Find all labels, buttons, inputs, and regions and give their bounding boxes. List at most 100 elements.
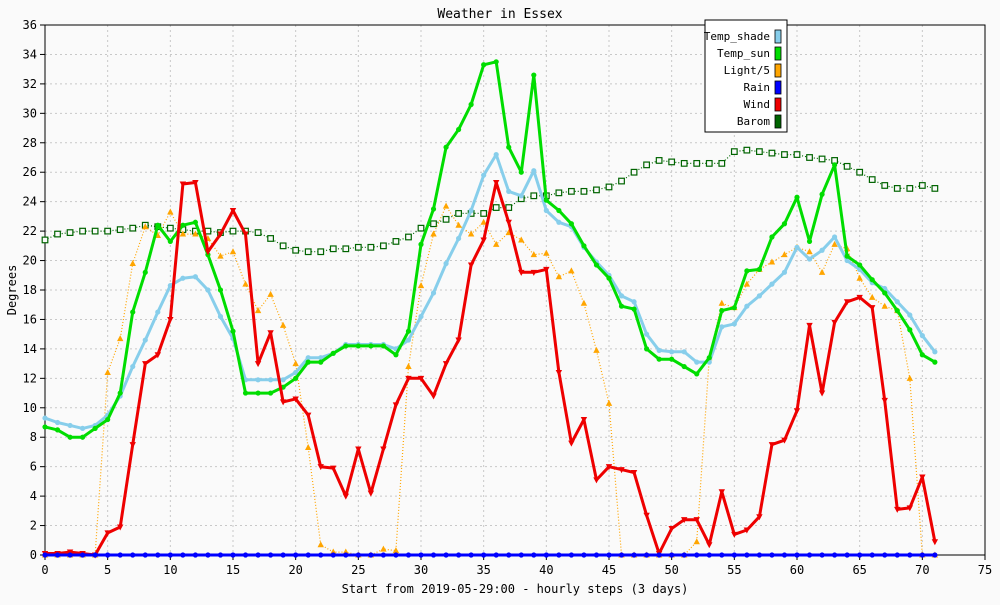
data-point-wind (367, 490, 375, 497)
data-point-barom (755, 148, 763, 156)
data-point-temp-sun (468, 101, 474, 108)
data-point-barom (116, 226, 124, 234)
data-point-rain (706, 552, 712, 558)
data-point-rain (54, 552, 61, 558)
data-point-temp-sun (568, 221, 575, 227)
data-point-temp-sun (744, 268, 750, 274)
data-point-temp-sun (844, 253, 850, 259)
data-point-barom (455, 210, 462, 217)
data-point-temp-shade (506, 188, 512, 194)
data-point-rain (656, 552, 662, 558)
data-point-light-5 (605, 399, 613, 406)
data-point-wind (593, 477, 600, 484)
data-point-temp-sun (318, 359, 324, 365)
y-tick-label: 22 (23, 224, 37, 238)
y-tick-label: 32 (23, 77, 37, 91)
data-point-wind (292, 396, 299, 403)
data-point-temp-shade (556, 219, 562, 225)
data-point-light-5 (442, 202, 450, 209)
data-point-rain (719, 552, 725, 558)
data-point-wind (167, 316, 174, 323)
data-point-rain (92, 552, 98, 558)
data-point-rain (781, 552, 788, 558)
data-point-barom (668, 158, 676, 166)
data-point-light-5 (167, 208, 174, 215)
data-point-wind (380, 446, 387, 453)
data-point-barom (580, 187, 588, 195)
data-point-light-5 (267, 290, 274, 297)
data-point-rain (305, 552, 311, 558)
data-point-barom (856, 168, 864, 176)
data-point-temp-sun (80, 434, 86, 440)
gridlines (45, 25, 985, 555)
data-point-wind (555, 369, 563, 376)
series-temp-sun (42, 59, 938, 440)
data-point-temp-shade (669, 349, 675, 355)
data-point-light-5 (192, 230, 199, 237)
data-point-barom (342, 245, 350, 253)
series-wind (41, 180, 939, 559)
data-point-rain (481, 552, 487, 558)
data-point-barom (129, 224, 137, 232)
y-tick-label: 30 (23, 106, 37, 120)
y-tick-label: 6 (30, 460, 37, 474)
data-point-barom (442, 215, 450, 223)
data-point-light-5 (129, 260, 136, 266)
data-point-temp-shade (656, 347, 662, 353)
data-point-light-5 (305, 444, 312, 451)
y-tick-label: 20 (23, 254, 37, 268)
data-point-wind (630, 470, 638, 477)
data-point-rain (117, 552, 123, 558)
y-tick-label: 36 (23, 18, 37, 32)
data-point-temp-sun (130, 309, 136, 315)
data-point-rain (568, 552, 575, 558)
data-point-wind (518, 269, 525, 276)
data-point-rain (155, 552, 161, 558)
data-point-light-5 (405, 363, 412, 370)
data-point-temp-shade (719, 324, 725, 330)
data-point-barom (730, 148, 738, 156)
data-point-temp-shade (217, 313, 224, 320)
data-point-wind (154, 352, 161, 359)
y-tick-label: 4 (30, 489, 37, 503)
data-point-wind (192, 180, 199, 187)
data-point-temp-sun (882, 290, 888, 296)
data-point-rain (167, 552, 173, 558)
data-point-temp-shade (543, 207, 549, 214)
data-point-barom (605, 183, 613, 191)
data-point-temp-sun (932, 359, 938, 365)
y-tick-label: 16 (23, 312, 37, 326)
data-point-light-5 (279, 321, 287, 328)
data-point-barom (567, 187, 575, 195)
data-point-wind (455, 337, 462, 344)
x-tick-label: 70 (915, 563, 929, 577)
data-point-wind (467, 262, 475, 269)
data-point-wind (793, 408, 801, 415)
data-point-wind (818, 390, 826, 397)
legend: Temp_shade Temp_sun Light/5 Rain Wind Barom (704, 19, 788, 133)
data-point-temp-sun (54, 427, 61, 433)
data-point-light-5 (580, 299, 588, 306)
data-point-temp-shade (794, 244, 800, 250)
x-tick-label: 45 (602, 563, 616, 577)
data-point-temp-sun (380, 343, 386, 349)
data-point-light-5 (242, 280, 249, 287)
data-point-rain (180, 552, 186, 558)
data-point-temp-shade (192, 274, 198, 280)
data-point-light-5 (480, 218, 487, 225)
data-point-rain (669, 552, 675, 558)
data-point-rain (330, 552, 336, 558)
data-point-barom (906, 185, 914, 192)
data-point-temp-sun (719, 308, 725, 314)
data-point-temp-sun (418, 241, 424, 247)
y-tick-label: 28 (23, 136, 37, 150)
data-point-wind (681, 517, 688, 524)
data-point-temp-sun (255, 390, 261, 396)
data-point-wind (743, 527, 751, 534)
data-point-barom (768, 149, 776, 157)
data-point-barom (931, 185, 939, 192)
data-point-temp-shade (681, 349, 687, 355)
data-point-barom (492, 204, 500, 211)
data-point-wind (618, 467, 625, 474)
